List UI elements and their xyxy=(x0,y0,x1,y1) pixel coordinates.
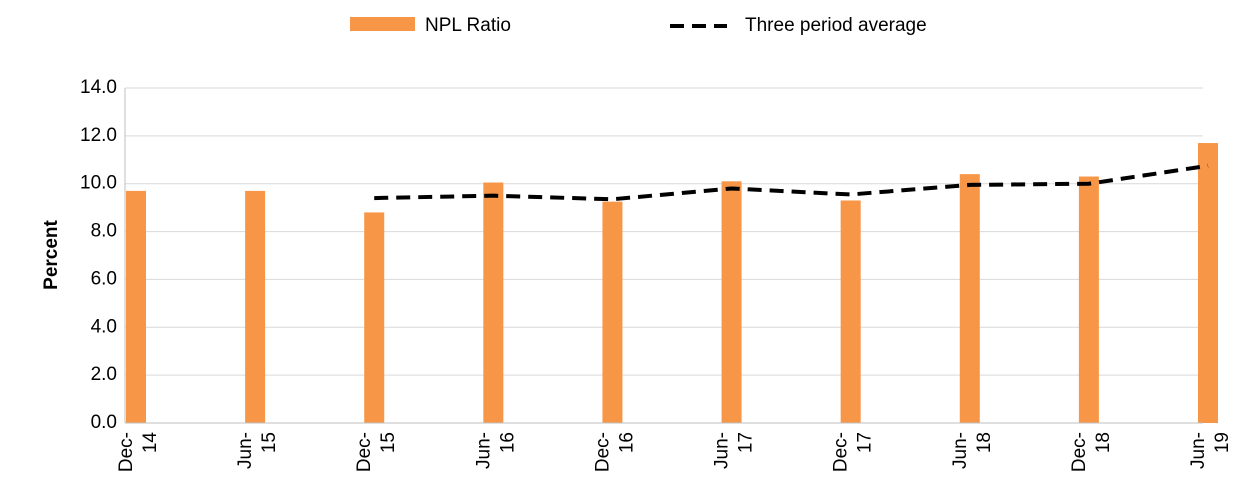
x-tick-label: Dec- 14 xyxy=(116,432,161,473)
bar xyxy=(602,201,623,423)
x-tick-label-part: Jun- xyxy=(712,432,733,469)
x-tick-label-part: 14 xyxy=(140,432,161,454)
bar xyxy=(126,190,146,423)
x-tick-label: Dec- 15 xyxy=(354,432,399,472)
bar xyxy=(483,182,504,423)
x-tick-label-part: Dec- xyxy=(831,432,852,472)
x-tick-label-part: 18 xyxy=(1093,432,1114,453)
x-tick-label-part: Dec- xyxy=(1069,432,1090,472)
bar xyxy=(364,212,385,423)
y-axis-label: Percent xyxy=(41,219,62,289)
x-tick-label: Dec- 16 xyxy=(592,432,637,472)
bar xyxy=(721,181,742,423)
y-tick-label: 10.0 xyxy=(80,173,117,194)
x-tick-label-part: 15 xyxy=(378,432,399,453)
x-tick-label-part: 18 xyxy=(974,432,995,453)
x-tick-label-part: 15 xyxy=(259,432,280,453)
x-tick-label: Dec- 18 xyxy=(1069,432,1114,472)
x-tick-label-part: Jun- xyxy=(473,432,494,469)
y-tick-label: 4.0 xyxy=(91,316,117,337)
x-tick-label-part: Jun- xyxy=(950,432,971,469)
legend-label: Three period average xyxy=(745,15,927,36)
bar xyxy=(840,200,861,423)
x-tick-label-part: Jun- xyxy=(1188,432,1209,469)
x-tick-label-part: 16 xyxy=(616,432,637,453)
x-tick-label-part: 19 xyxy=(1212,432,1233,453)
bar xyxy=(1078,176,1099,423)
bar xyxy=(1198,143,1218,424)
y-tick-label: 2.0 xyxy=(91,364,117,385)
x-tick-label-part: 17 xyxy=(855,432,876,453)
x-tick-label: Dec- 17 xyxy=(831,432,876,472)
y-tick-label: 14.0 xyxy=(80,77,117,98)
x-tick-label-part: 17 xyxy=(736,432,757,453)
bar xyxy=(959,174,980,423)
line xyxy=(374,163,1209,202)
y-tick-label: 12.0 xyxy=(80,125,117,146)
x-tick-label: Jun- 18 xyxy=(950,432,995,469)
x-tick-label-part: Dec- xyxy=(354,432,375,472)
x-tick-label-part: Dec- xyxy=(592,432,613,472)
x-tick-label-part: Dec- xyxy=(116,432,137,472)
x-tick-label-part: Jun- xyxy=(235,432,256,469)
legend-label: NPL Ratio xyxy=(425,15,511,36)
x-tick-label: Jun- 16 xyxy=(473,432,518,469)
y-tick-label: 0.0 xyxy=(91,412,117,433)
x-tick-label: Jun- 19 xyxy=(1188,432,1233,469)
y-tick-label: 8.0 xyxy=(91,221,117,242)
x-tick-label-part: 16 xyxy=(497,432,518,453)
bar xyxy=(245,190,266,423)
y-tick-label: 6.0 xyxy=(91,268,117,289)
legend-swatch xyxy=(350,17,415,31)
x-tick-label: Jun- 17 xyxy=(712,432,757,469)
x-tick-label: Jun- 15 xyxy=(235,432,280,469)
